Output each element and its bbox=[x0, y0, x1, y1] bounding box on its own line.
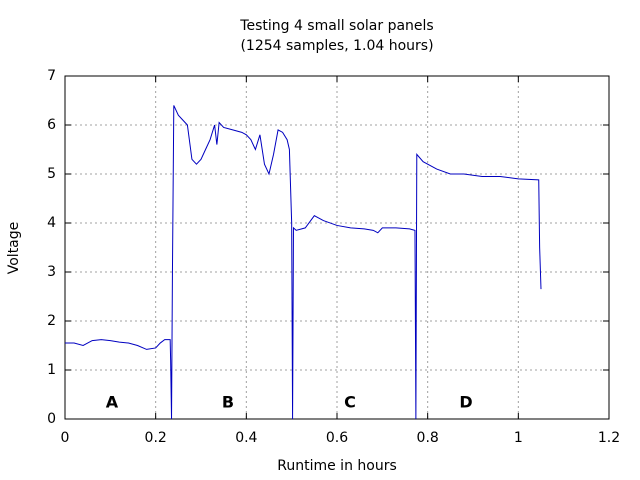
x-tick-label: 0 bbox=[61, 430, 70, 446]
plot-frame bbox=[64, 75, 610, 420]
y-tick-label: 5 bbox=[47, 166, 56, 182]
y-tick-label: 3 bbox=[47, 264, 56, 280]
annotation: A bbox=[106, 393, 119, 412]
y-axis-label: Voltage bbox=[6, 222, 22, 275]
y-tick-label: 6 bbox=[47, 117, 56, 133]
x-tick-label: 0.8 bbox=[417, 430, 439, 446]
y-tick-label: 7 bbox=[47, 68, 56, 84]
data-line bbox=[65, 105, 542, 420]
x-tick-label: 1.2 bbox=[598, 430, 620, 446]
x-tick-label: 1 bbox=[514, 430, 523, 446]
y-tick-label: 2 bbox=[47, 313, 56, 329]
annotation: D bbox=[459, 393, 472, 412]
chart-subtitle: (1254 samples, 1.04 hours) bbox=[240, 38, 433, 54]
x-tick-label: 0.2 bbox=[145, 430, 167, 446]
annotation: B bbox=[222, 393, 234, 412]
y-tick-label: 4 bbox=[47, 215, 56, 231]
x-axis-label: Runtime in hours bbox=[277, 458, 397, 474]
y-tick-label: 0 bbox=[47, 411, 56, 427]
y-tick-label: 1 bbox=[47, 362, 56, 378]
x-tick-label: 0.4 bbox=[235, 430, 257, 446]
chart-title: Testing 4 small solar panels bbox=[239, 18, 433, 34]
x-tick-label: 0.6 bbox=[326, 430, 348, 446]
annotation: C bbox=[344, 393, 356, 412]
